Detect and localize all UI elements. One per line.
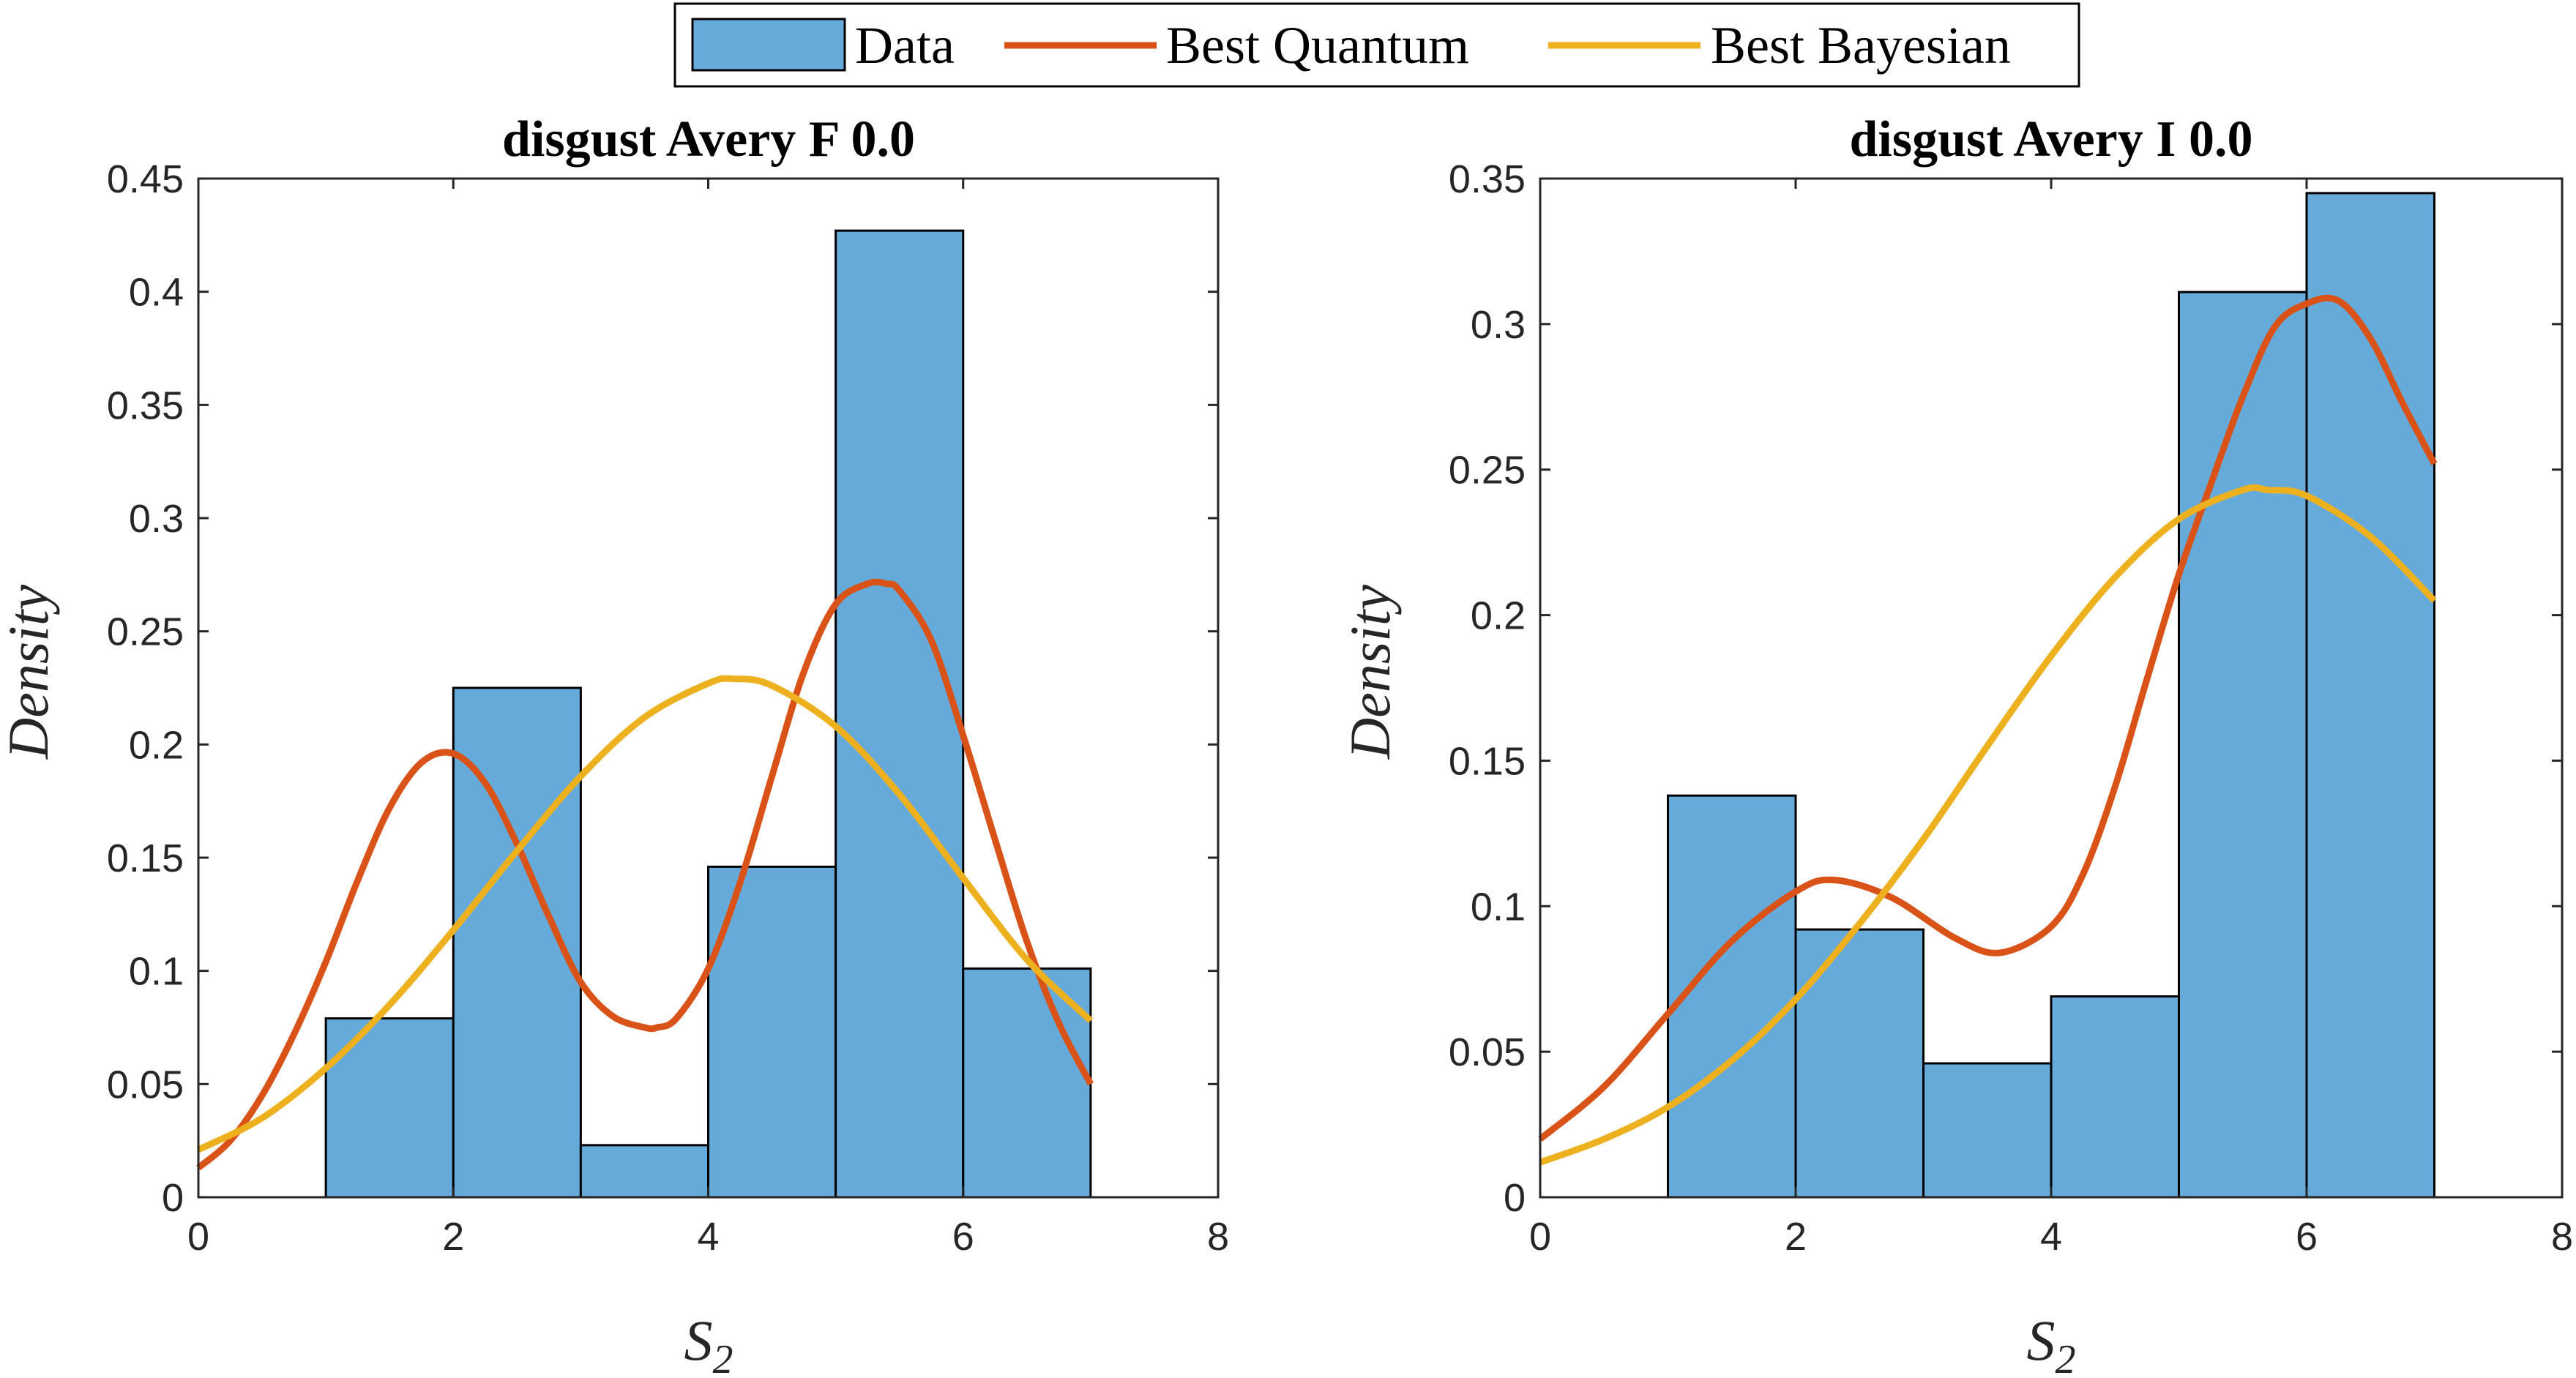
left-y-tick-label: 0.2	[129, 723, 184, 767]
panel-right-x-label-subscript: 2	[2056, 1337, 2076, 1378]
panel-right-y-axis: 0 0.05 0.1 0.15 0.2 0.25 0.3 0.35	[1449, 157, 2562, 1220]
panel-left-y-label: Density	[0, 584, 60, 760]
legend-data-label: Data	[855, 16, 955, 75]
panel-right-x-label: S2	[2027, 1308, 2076, 1378]
left-x-tick-label: 8	[1207, 1215, 1229, 1259]
panel-left-x-axis: 0 2 4 6 8	[187, 179, 1229, 1259]
panel-left-curves	[196, 578, 1094, 1171]
right-histogram-bar-6	[2305, 192, 2435, 1199]
left-y-tick-label: 0	[162, 1176, 184, 1220]
panel-left-title: disgust Avery F 0.0	[502, 111, 915, 168]
panel-left-y-axis: 0 0.05 0.1 0.15 0.2 0.25 0.3 0.35 0.4 0.45	[107, 157, 1218, 1220]
right-y-tick-label: 0.25	[1449, 449, 1526, 493]
panel-left-x-label-main: S	[684, 1308, 713, 1372]
panel-left-x-label: S2	[684, 1308, 733, 1378]
panel-right-bars	[1667, 192, 2435, 1199]
legend-bayesian-label: Best Bayesian	[1711, 16, 2011, 75]
right-x-tick-label: 2	[1785, 1215, 1807, 1259]
right-y-tick-label: 0.35	[1449, 157, 1526, 201]
right-bayesian-curve	[1539, 484, 2437, 1166]
right-x-tick-label: 4	[2040, 1215, 2062, 1259]
legend-quantum-label: Best Quantum	[1166, 16, 1469, 75]
left-quantum-curve	[196, 578, 1094, 1171]
right-y-tick-label: 0.3	[1471, 303, 1526, 347]
left-y-tick-label: 0.3	[129, 497, 184, 541]
right-y-tick-label: 0.05	[1449, 1030, 1526, 1074]
left-x-tick-label: 6	[952, 1215, 974, 1259]
right-y-tick-label: 0.15	[1449, 739, 1526, 783]
right-y-tick-label: 0.1	[1471, 885, 1526, 929]
panel-right-curves	[1538, 294, 2438, 1166]
right-quantum-curve	[1538, 294, 2438, 1142]
left-histogram-bar-1	[324, 1017, 455, 1199]
left-x-tick-label: 0	[187, 1215, 209, 1259]
left-y-tick-label: 0.1	[129, 950, 184, 994]
left-y-tick-label: 0.05	[107, 1063, 184, 1106]
left-x-tick-label: 4	[697, 1215, 719, 1259]
right-histogram-bar-5	[2178, 291, 2308, 1199]
right-x-tick-label: 6	[2296, 1215, 2318, 1259]
right-histogram-bar-3	[1922, 1062, 2053, 1199]
left-histogram-bar-6	[962, 967, 1092, 1199]
left-y-tick-label: 0.35	[107, 383, 184, 427]
right-histogram-bar-2	[1794, 928, 1924, 1199]
panel-right-y-label: Density	[1338, 584, 1402, 760]
left-y-tick-label: 0.25	[107, 610, 184, 654]
right-y-tick-label: 0.2	[1471, 594, 1526, 638]
left-x-tick-label: 2	[442, 1215, 464, 1259]
left-y-tick-label: 0.15	[107, 836, 184, 880]
panel-right-x-axis: 0 2 4 6 8	[1529, 179, 2573, 1259]
right-x-tick-label: 0	[1529, 1215, 1551, 1259]
legend-data-swatch	[691, 18, 846, 72]
panel-right-title: disgust Avery I 0.0	[1850, 111, 2253, 168]
left-histogram-bar-5	[835, 229, 965, 1199]
left-bayesian-curve	[196, 675, 1093, 1153]
right-y-tick-label: 0	[1504, 1176, 1526, 1220]
left-y-tick-label: 0.4	[129, 271, 184, 315]
left-y-tick-label: 0.45	[107, 157, 184, 201]
left-histogram-bar-3	[579, 1144, 709, 1199]
right-x-tick-label: 8	[2551, 1215, 2573, 1259]
panel-right-x-label-main: S	[2027, 1308, 2056, 1372]
panel-left: disgust Avery F 0.0 00.050.10.150.20.250…	[0, 111, 1229, 1378]
right-histogram-bar-4	[2050, 995, 2180, 1199]
legend: Data Best Quantum Best Bayesian	[673, 2, 2080, 88]
right-histogram-bar-1	[1667, 794, 1797, 1199]
panel-right: disgust Avery I 0.0 00.050.10.150.20.250…	[1338, 111, 2573, 1378]
panel-left-x-label-subscript: 2	[713, 1337, 733, 1378]
legend-box	[673, 2, 2080, 88]
